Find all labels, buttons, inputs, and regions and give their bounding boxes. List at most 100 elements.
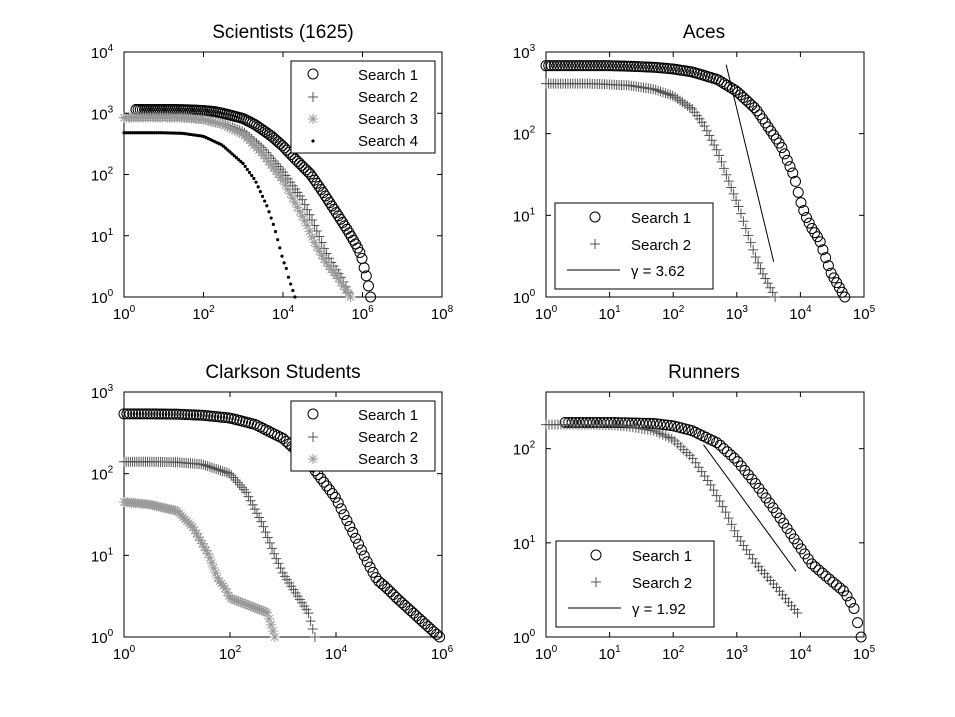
data-point xyxy=(830,579,842,591)
legend-marker-search-2 xyxy=(308,92,318,102)
data-point xyxy=(731,195,742,206)
data-point xyxy=(323,261,334,272)
x-axis-ticks: 100 102 104 106 xyxy=(113,392,454,663)
data-point xyxy=(628,60,640,72)
y-axis-ticks: 100 101 102 103 xyxy=(91,383,442,647)
data-point xyxy=(841,590,853,602)
data-point xyxy=(354,246,366,258)
data-point xyxy=(303,608,314,619)
data-point xyxy=(746,99,758,111)
y-tick-label: 102 xyxy=(91,166,114,185)
legend-label-search-2: Search 2 xyxy=(358,89,418,106)
data-point xyxy=(300,164,312,176)
data-point xyxy=(239,159,243,164)
data-point xyxy=(622,60,634,72)
data-point xyxy=(232,154,236,158)
data-point xyxy=(221,467,232,478)
data-point xyxy=(827,576,839,588)
x-tick-label: 100 xyxy=(113,644,136,663)
data-point xyxy=(246,601,257,612)
data-point xyxy=(309,174,321,186)
data-point xyxy=(264,537,275,548)
data-point xyxy=(250,603,261,614)
data-point xyxy=(252,176,256,181)
data-point xyxy=(653,85,664,96)
data-point xyxy=(199,542,210,553)
legend-box xyxy=(290,60,436,154)
y-tick-label: 100 xyxy=(513,628,536,647)
data-point xyxy=(201,545,212,556)
x-axis-ticks: 100 101 102 103 104 105 xyxy=(535,392,876,663)
data-point xyxy=(217,119,228,130)
data-point xyxy=(282,261,286,265)
data-point xyxy=(302,204,313,215)
data-point xyxy=(822,260,834,272)
data-point xyxy=(381,583,393,595)
y-tick-label: 103 xyxy=(513,43,536,62)
data-point xyxy=(286,275,291,279)
data-point xyxy=(230,474,241,485)
legend-marker-search-4 xyxy=(311,139,315,143)
data-point xyxy=(203,115,214,126)
data-point xyxy=(347,526,359,538)
data-point xyxy=(304,209,315,220)
data-point xyxy=(270,134,282,146)
fit-line xyxy=(725,64,775,262)
y-tick-label: 101 xyxy=(91,227,114,246)
data-point xyxy=(121,408,133,420)
data-point xyxy=(212,118,223,129)
data-point xyxy=(214,411,226,423)
data-point xyxy=(721,169,732,180)
data-point xyxy=(543,60,555,72)
data-point xyxy=(817,244,829,256)
data-point xyxy=(291,288,295,293)
data-point xyxy=(609,60,621,72)
data-point xyxy=(234,156,239,160)
data-point xyxy=(662,89,673,100)
legend-label-search-2: Search 2 xyxy=(632,575,692,592)
x-tick-label: 102 xyxy=(192,304,215,323)
data-point xyxy=(305,616,316,627)
data-point xyxy=(595,60,607,72)
y-tick-label: 100 xyxy=(513,288,536,307)
data-point xyxy=(167,408,179,420)
data-point xyxy=(784,161,796,173)
data-point xyxy=(556,60,568,72)
data-point xyxy=(164,408,176,420)
data-point xyxy=(725,449,737,461)
data-point xyxy=(304,168,316,180)
legend-marker-search-1 xyxy=(590,549,602,561)
data-point xyxy=(726,83,738,95)
data-point xyxy=(229,125,240,136)
data-point xyxy=(299,215,310,226)
data-point xyxy=(267,210,271,214)
data-point xyxy=(806,558,818,570)
data-point xyxy=(231,595,242,606)
data-point xyxy=(714,439,726,451)
data-point xyxy=(274,138,286,150)
data-point xyxy=(256,185,260,189)
data-point xyxy=(206,462,217,473)
legend: Search 1 Search 2 γ = 3.62 xyxy=(554,202,714,290)
data-point xyxy=(581,60,593,72)
data-point xyxy=(661,419,673,431)
data-point xyxy=(234,127,245,138)
data-point xyxy=(232,477,243,488)
data-point xyxy=(314,246,325,257)
data-point xyxy=(210,568,221,579)
data-point xyxy=(307,624,318,635)
data-point xyxy=(296,160,308,172)
data-point xyxy=(792,607,803,618)
data-point xyxy=(813,564,825,576)
data-point xyxy=(273,230,278,234)
data-point xyxy=(745,237,756,248)
data-point xyxy=(276,238,280,242)
panel-clarkson: Clarkson Students 100 102 104 106 100 101 102… xyxy=(91,362,454,663)
series-search-2 xyxy=(119,456,320,642)
data-point xyxy=(721,446,733,458)
data-point xyxy=(202,548,213,559)
data-point xyxy=(713,74,725,86)
data-point xyxy=(718,163,729,174)
data-point xyxy=(199,409,211,421)
data-point xyxy=(228,472,239,483)
